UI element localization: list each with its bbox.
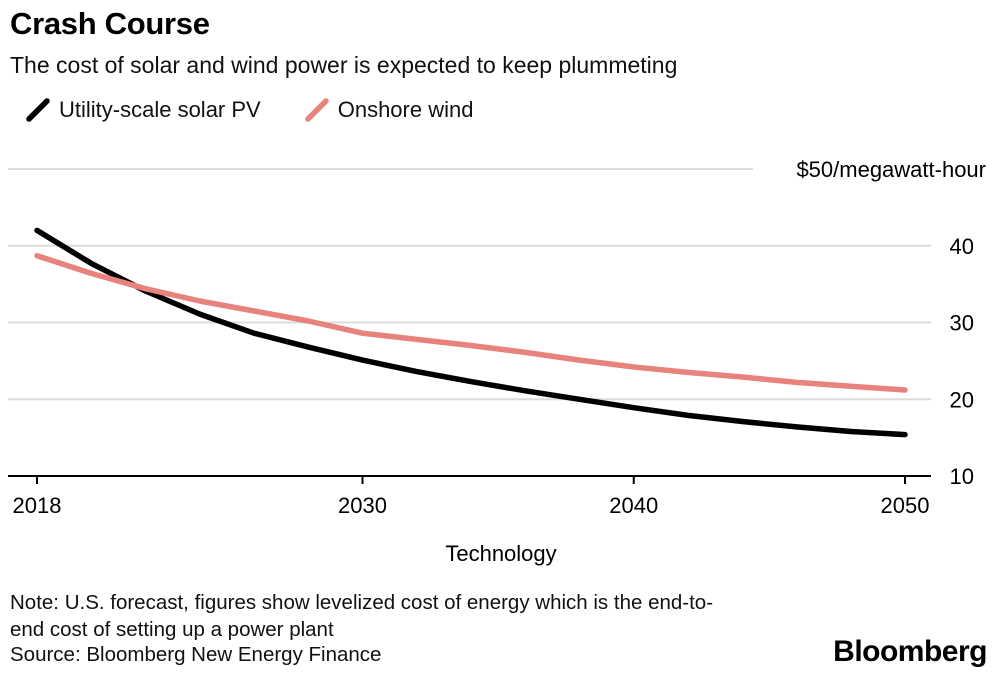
chart-title: Crash Course: [10, 6, 210, 41]
series-line-utility-scale-solar-pv: [34, 227, 908, 438]
legend-label-solar: Utility-scale solar PV: [59, 97, 261, 122]
y-tick-label-10: 10: [950, 464, 974, 489]
y-tick-label-20: 20: [950, 387, 974, 412]
wind-line-swatch-icon: [304, 98, 329, 122]
x-axis-title: Technology: [445, 541, 556, 566]
y-tick-label-30: 30: [950, 311, 974, 336]
x-tick-label-2018: 2018: [13, 493, 62, 518]
solar-line-swatch-icon: [26, 98, 50, 122]
chart-legend: Utility-scale solar PV Onshore wind: [26, 97, 473, 123]
x-tick-label-2050: 2050: [881, 493, 930, 518]
x-tick-label-2040: 2040: [609, 493, 658, 518]
chart-source: Source: Bloomberg New Energy Finance: [10, 643, 382, 666]
series-line-onshore-wind: [34, 252, 908, 393]
legend-item-solar: Utility-scale solar PV: [26, 97, 261, 123]
x-tick-label-2030: 2030: [338, 493, 387, 518]
chart-note: Note: U.S. forecast, figures show leveli…: [10, 591, 714, 641]
y-tick-label-40: 40: [950, 234, 974, 259]
y-tick-label-50: $50/megawatt-hour: [796, 157, 986, 182]
legend-item-wind: Onshore wind: [304, 97, 474, 123]
chart-subtitle: The cost of solar and wind power is expe…: [10, 52, 678, 78]
legend-label-wind: Onshore wind: [337, 97, 474, 122]
bloomberg-logo: Bloomberg: [833, 635, 987, 668]
